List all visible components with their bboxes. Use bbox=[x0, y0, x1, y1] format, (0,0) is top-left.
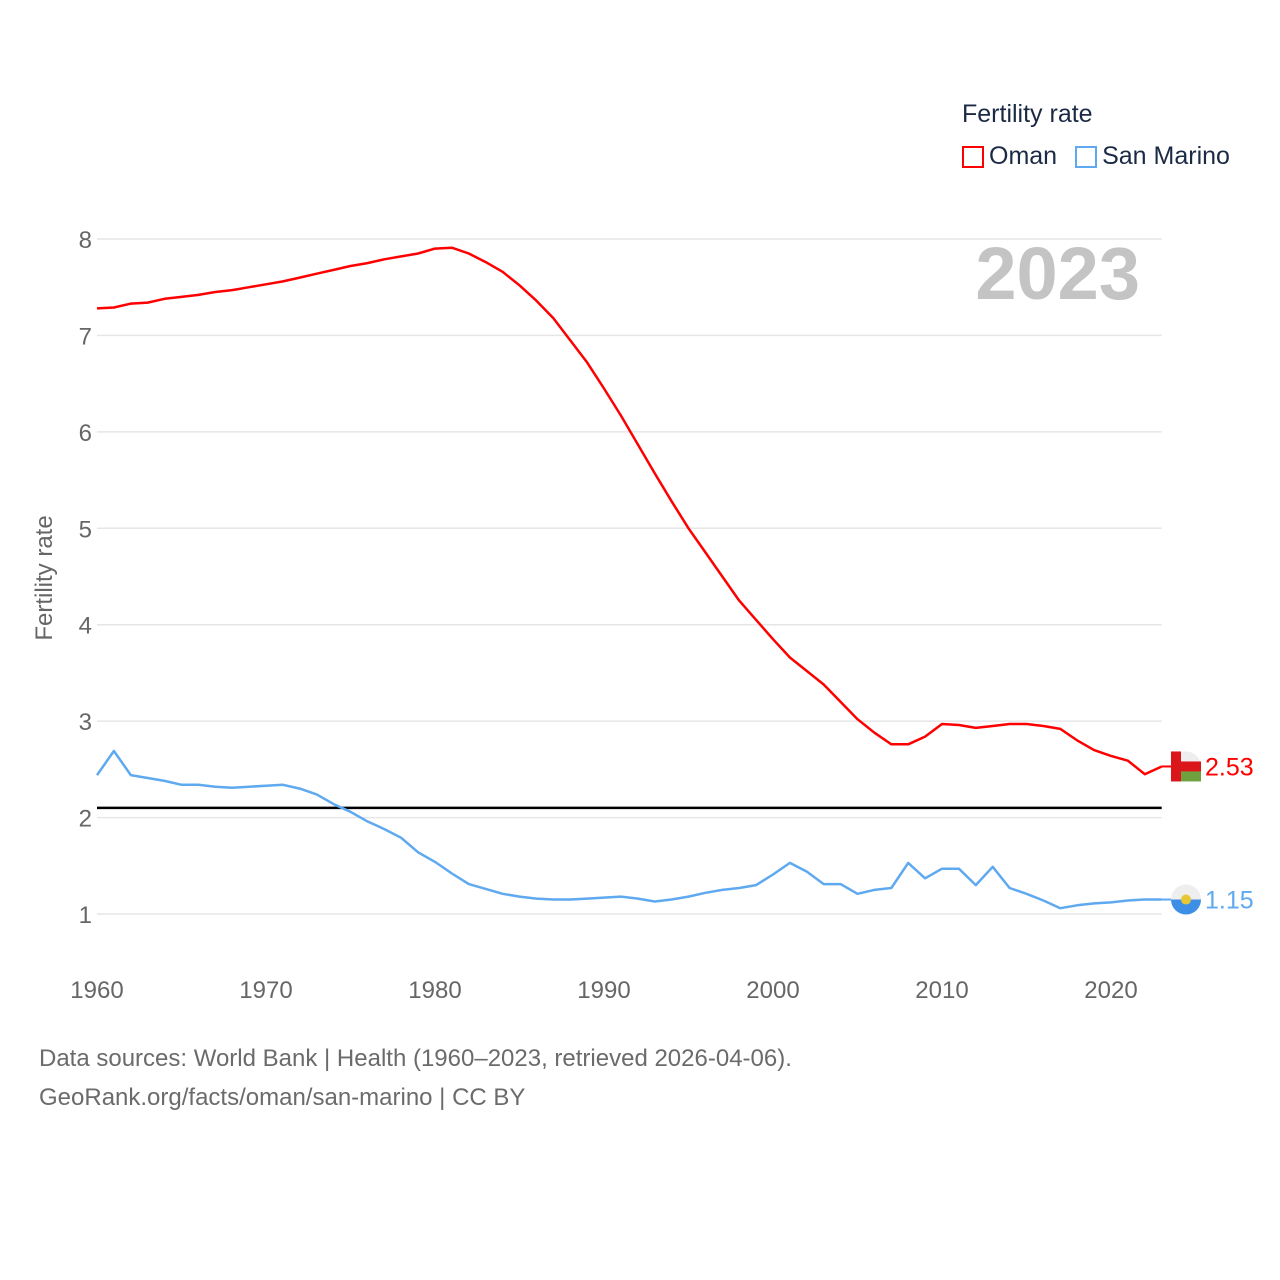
legend-swatch-oman bbox=[962, 145, 984, 168]
y-tick-label: 5 bbox=[79, 516, 92, 543]
y-tick-label: 2 bbox=[79, 806, 92, 833]
legend-label-san-marino: San Marino bbox=[1102, 142, 1230, 170]
legend-swatch-san-marino bbox=[1075, 145, 1098, 168]
x-tick-label: 2000 bbox=[746, 977, 799, 1004]
x-tick-label: 2010 bbox=[915, 977, 968, 1004]
y-tick-label: 7 bbox=[79, 323, 92, 350]
series-line-san-marino bbox=[95, 749, 1162, 910]
legend-item-san-marino[interactable]: San Marino bbox=[1075, 142, 1230, 171]
san-marino-flag-blue-half bbox=[1171, 899, 1201, 915]
oman-flag-hoist bbox=[1171, 751, 1181, 782]
oman-flag-red-band bbox=[1171, 761, 1201, 772]
legend: Oman San Marino bbox=[962, 142, 1230, 171]
legend-title: Fertility rate bbox=[962, 100, 1093, 128]
data-source-text: Data sources: World Bank | Health (1960–… bbox=[39, 1045, 792, 1072]
x-tick-label: 1970 bbox=[239, 977, 292, 1004]
end-value-label: 1.15 bbox=[1205, 887, 1254, 915]
end-value-label: 2.53 bbox=[1205, 753, 1254, 781]
x-tick-label: 1960 bbox=[70, 977, 123, 1004]
attribution-link[interactable]: GeoRank.org/facts/oman/san-marino | CC B… bbox=[39, 1084, 526, 1111]
y-tick-label: 8 bbox=[79, 227, 92, 254]
x-tick-label: 2020 bbox=[1084, 977, 1137, 1004]
series-line-oman bbox=[96, 246, 1163, 776]
y-tick-label: 3 bbox=[79, 709, 92, 736]
legend-label-oman: Oman bbox=[989, 142, 1058, 170]
y-tick-label: 6 bbox=[79, 420, 92, 447]
oman-flag-green-band bbox=[1181, 771, 1201, 782]
y-tick-label: 1 bbox=[79, 902, 92, 929]
san-marino-coat-of-arms bbox=[1181, 894, 1191, 905]
legend-item-oman[interactable]: Oman bbox=[962, 142, 1057, 171]
y-tick-label: 4 bbox=[79, 613, 92, 640]
y-axis-title: Fertility rate bbox=[31, 515, 58, 640]
x-tick-label: 1990 bbox=[577, 977, 630, 1004]
year-watermark: 2023 bbox=[975, 232, 1140, 315]
x-tick-label: 1980 bbox=[408, 977, 461, 1004]
